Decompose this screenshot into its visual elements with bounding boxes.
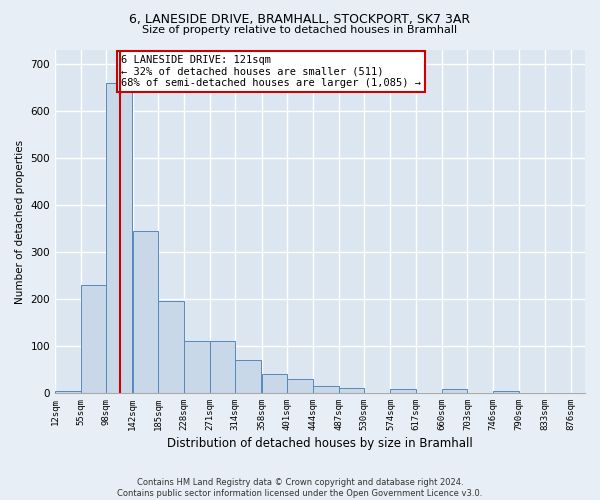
- Bar: [158, 302, 184, 393]
- Bar: [235, 360, 261, 393]
- Bar: [391, 389, 416, 393]
- Bar: [81, 285, 106, 393]
- X-axis label: Distribution of detached houses by size in Bramhall: Distribution of detached houses by size …: [167, 437, 473, 450]
- Text: 6, LANESIDE DRIVE, BRAMHALL, STOCKPORT, SK7 3AR: 6, LANESIDE DRIVE, BRAMHALL, STOCKPORT, …: [130, 12, 470, 26]
- Bar: [338, 388, 364, 393]
- Bar: [313, 386, 338, 393]
- Bar: [106, 83, 132, 393]
- Bar: [209, 342, 235, 393]
- Bar: [55, 390, 81, 393]
- Bar: [133, 231, 158, 393]
- Y-axis label: Number of detached properties: Number of detached properties: [15, 140, 25, 304]
- Bar: [442, 389, 467, 393]
- Bar: [493, 390, 519, 393]
- Text: Size of property relative to detached houses in Bramhall: Size of property relative to detached ho…: [142, 25, 458, 35]
- Text: 6 LANESIDE DRIVE: 121sqm
← 32% of detached houses are smaller (511)
68% of semi-: 6 LANESIDE DRIVE: 121sqm ← 32% of detach…: [121, 54, 421, 88]
- Bar: [287, 379, 313, 393]
- Bar: [262, 374, 287, 393]
- Bar: [184, 342, 209, 393]
- Text: Contains HM Land Registry data © Crown copyright and database right 2024.
Contai: Contains HM Land Registry data © Crown c…: [118, 478, 482, 498]
